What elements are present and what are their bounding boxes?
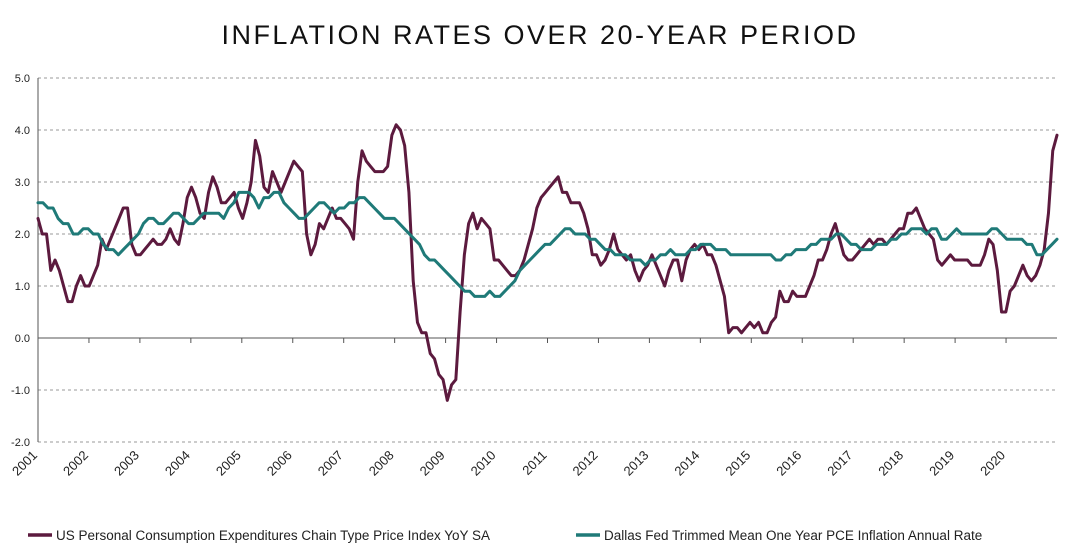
x-tick-label: 2012 bbox=[570, 448, 601, 479]
legend-label-2: Dallas Fed Trimmed Mean One Year PCE Inf… bbox=[604, 528, 982, 543]
y-tick-label: 2.0 bbox=[15, 229, 30, 241]
legend-label-1: US Personal Consumption Expenditures Cha… bbox=[56, 528, 490, 543]
x-tick-label: 2010 bbox=[468, 448, 499, 479]
x-tick-label: 2002 bbox=[60, 448, 91, 479]
series-line-2 bbox=[36, 190, 1059, 298]
x-tick-label: 2016 bbox=[773, 448, 804, 479]
y-tick-label: 3.0 bbox=[15, 177, 30, 189]
x-tick-label: 2001 bbox=[9, 448, 40, 479]
x-tick-label: 2015 bbox=[722, 448, 753, 479]
x-tick-label: 2017 bbox=[824, 448, 855, 479]
x-tick-label: 2005 bbox=[213, 448, 244, 479]
y-tick-label: -1.0 bbox=[11, 385, 30, 397]
x-tick-label: 2004 bbox=[162, 448, 193, 479]
chart-title: INFLATION RATES OVER 20-YEAR PERIOD bbox=[221, 20, 859, 50]
y-tick-label: -2.0 bbox=[11, 437, 30, 449]
y-tick-label: 1.0 bbox=[15, 281, 30, 293]
x-tick-label: 2007 bbox=[315, 448, 346, 479]
x-tick-label: 2011 bbox=[519, 448, 549, 478]
y-tick-label: 0.0 bbox=[15, 333, 30, 345]
x-tick-label: 2020 bbox=[977, 448, 1008, 479]
y-tick-label: 5.0 bbox=[15, 73, 30, 85]
x-tick-label: 2008 bbox=[366, 448, 397, 479]
x-tick-label: 2003 bbox=[111, 448, 142, 479]
x-tick-label: 2014 bbox=[671, 448, 702, 479]
x-tick-label: 2006 bbox=[264, 448, 295, 479]
x-tick-label: 2009 bbox=[417, 448, 448, 479]
x-tick-label: 2018 bbox=[875, 448, 906, 479]
x-tick-label: 2019 bbox=[926, 448, 957, 479]
y-tick-label: 4.0 bbox=[15, 125, 30, 137]
series-line-1 bbox=[36, 123, 1059, 402]
x-tick-label: 2013 bbox=[620, 448, 651, 479]
